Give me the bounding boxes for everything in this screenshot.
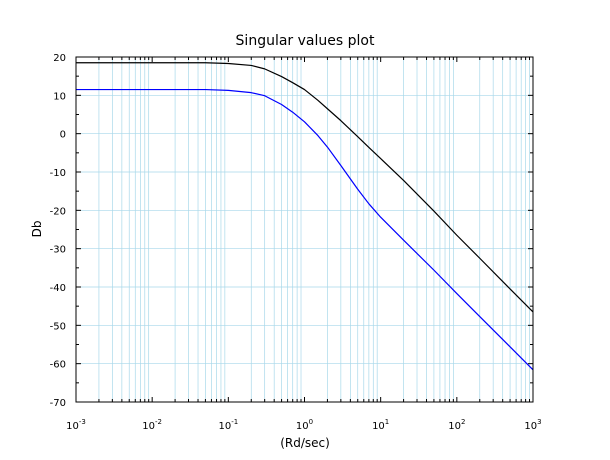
y-axis-label: Db xyxy=(30,221,44,238)
y-tick-label: -60 xyxy=(50,360,66,371)
y-tick-label: 0 xyxy=(60,130,66,141)
x-tick-exponent: 3 xyxy=(537,418,541,426)
series-lines xyxy=(76,62,534,371)
x-tick-label: 10-2 xyxy=(142,418,162,432)
series-line-2 xyxy=(76,88,534,371)
x-tick-label: 101 xyxy=(372,418,389,432)
y-tick-label: -70 xyxy=(50,398,66,409)
x-tick-exponent: 2 xyxy=(461,418,465,426)
y-tick-label: -20 xyxy=(50,206,66,217)
x-tick-exponent: 0 xyxy=(309,418,313,426)
y-tick-label: -30 xyxy=(50,245,66,256)
chart-title: Singular values plot xyxy=(236,33,375,49)
x-axis-label: (Rd/sec) xyxy=(280,436,330,450)
x-tick-base: 10 xyxy=(66,421,79,432)
x-tick-base: 10 xyxy=(372,421,385,432)
x-tick-base: 10 xyxy=(296,421,309,432)
x-tick-base: 10 xyxy=(218,421,231,432)
x-tick-label: 103 xyxy=(524,418,541,432)
x-tick-exponent: -1 xyxy=(231,418,238,426)
x-tick-base: 10 xyxy=(524,421,537,432)
grid-lines xyxy=(76,57,533,402)
x-tick-exponent: -3 xyxy=(79,418,86,426)
x-tick-label: 102 xyxy=(448,418,465,432)
x-tick-label: 10-3 xyxy=(66,418,86,432)
y-tick-label: -50 xyxy=(50,321,66,332)
x-tick-exponent: 1 xyxy=(385,418,389,426)
x-tick-base: 10 xyxy=(448,421,461,432)
x-tick-base: 10 xyxy=(142,421,155,432)
y-tick-label: 10 xyxy=(53,91,66,102)
x-tick-label: 10-1 xyxy=(218,418,238,432)
series-line-1 xyxy=(76,62,534,313)
y-tick-label: -10 xyxy=(50,168,66,179)
x-tick-exponent: -2 xyxy=(155,418,162,426)
y-tick-label: 20 xyxy=(53,53,66,64)
x-tick-label: 100 xyxy=(296,418,313,432)
y-tick-label: -40 xyxy=(50,283,66,294)
